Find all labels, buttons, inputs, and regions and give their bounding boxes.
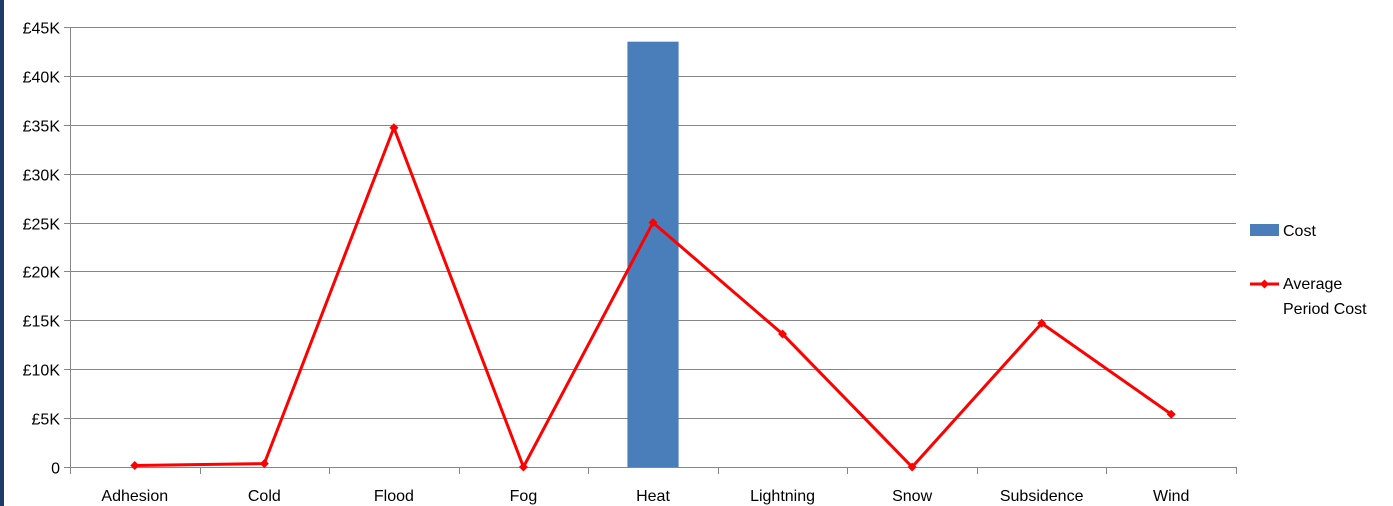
y-tick-label: 0 xyxy=(51,461,60,478)
point-fog xyxy=(518,462,528,472)
x-tick-label: Snow xyxy=(892,488,932,505)
y-tick-label: £15K xyxy=(23,314,61,331)
y-tick-label: £5K xyxy=(32,412,61,429)
point-heat xyxy=(648,218,658,228)
x-tick-labels: Adhesion Cold Flood Fog Heat Lightning Snow Sub… xyxy=(101,488,1189,505)
point-adhesion xyxy=(130,461,140,471)
x-tick-label: Subsidence xyxy=(1000,488,1084,505)
y-tick-label: £45K xyxy=(23,21,61,38)
x-tick-label: Adhesion xyxy=(101,488,168,505)
y-tick-label: £25K xyxy=(23,217,61,234)
point-wind xyxy=(1166,409,1176,419)
x-tick-label: Flood xyxy=(374,488,414,505)
y-tick-labels: 0 £5K £10K £15K £20K £25K £30K £35K £40K £45K xyxy=(23,21,61,478)
x-tick-label: Wind xyxy=(1153,488,1189,505)
point-snow xyxy=(907,462,917,472)
y-tick-label: £40K xyxy=(23,70,61,87)
window-border xyxy=(0,0,4,506)
legend-label-cost: Cost xyxy=(1283,223,1316,240)
point-cold xyxy=(259,459,269,469)
legend-label-average-line1: Average xyxy=(1283,276,1342,293)
x-tick-label: Heat xyxy=(636,488,670,505)
y-tick-label: £30K xyxy=(23,168,61,185)
legend: Cost Average Period Cost xyxy=(1250,223,1367,318)
average-period-cost-series xyxy=(130,123,1176,472)
point-lightning xyxy=(778,329,788,339)
legend-swatch-cost xyxy=(1250,224,1279,236)
y-tick-label: £20K xyxy=(23,265,61,282)
x-tick-label: Fog xyxy=(510,488,538,505)
legend-marker xyxy=(1260,279,1269,289)
point-subsidence xyxy=(1037,318,1047,328)
y-tick-label: £10K xyxy=(23,363,61,380)
y-tick-label: £35K xyxy=(23,119,61,136)
legend-label-average-line2: Period Cost xyxy=(1283,301,1367,318)
x-tick-label: Lightning xyxy=(750,488,815,505)
x-tick-label: Cold xyxy=(248,488,281,505)
point-flood xyxy=(389,123,399,133)
